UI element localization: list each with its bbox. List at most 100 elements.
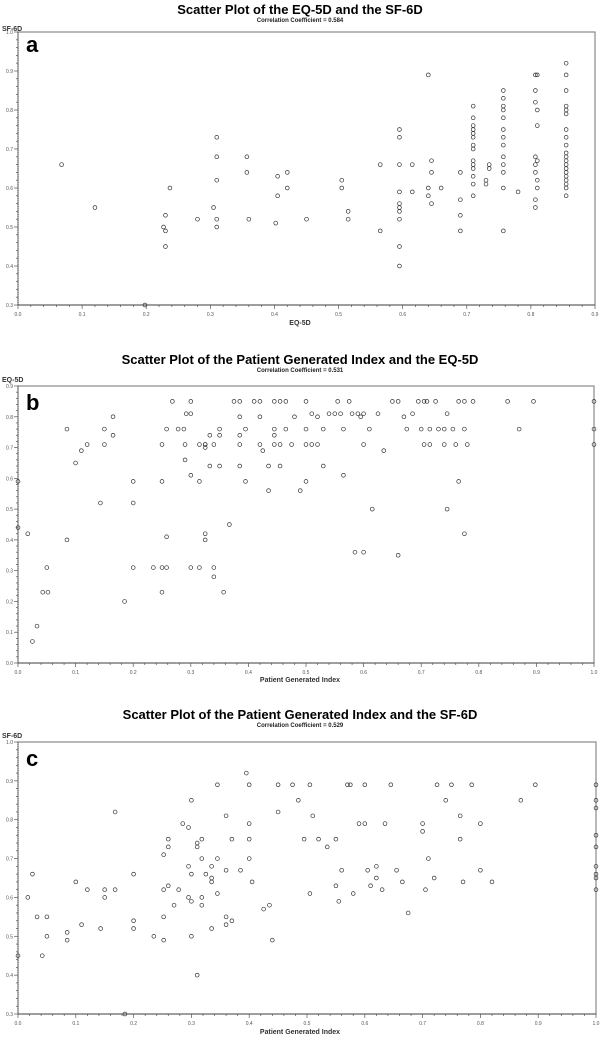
data-point (390, 399, 395, 404)
data-point (535, 72, 540, 78)
data-point (92, 205, 98, 210)
data-point (237, 463, 243, 469)
data-point (64, 537, 70, 543)
data-point (44, 934, 50, 939)
data-point (470, 174, 476, 179)
data-point (244, 770, 249, 776)
data-point (426, 72, 431, 78)
data-point (533, 88, 538, 93)
data-point (272, 432, 277, 438)
data-point (356, 821, 362, 826)
data-point (246, 216, 252, 222)
data-point (535, 177, 540, 183)
data-point (283, 426, 289, 432)
data-point (102, 442, 107, 447)
data-point (486, 166, 492, 171)
data-point (217, 432, 222, 438)
data-point (563, 142, 569, 148)
data-point (289, 442, 294, 447)
data-point (197, 479, 202, 484)
data-point (296, 798, 301, 803)
data-point (591, 442, 597, 447)
data-point (335, 399, 340, 404)
y-tick-label: 0.7 (6, 147, 13, 153)
data-point (244, 154, 250, 160)
data-point (98, 926, 103, 931)
data-point (591, 426, 597, 432)
data-point (122, 1011, 128, 1017)
x-tick-label: 0.2 (143, 312, 150, 318)
x-axis-label: Patient Generated Index (259, 1029, 341, 1036)
data-point (25, 895, 31, 900)
data-point (379, 887, 385, 892)
data-point (362, 821, 368, 826)
data-point (161, 914, 166, 920)
data-point (79, 448, 84, 453)
data-point (159, 565, 165, 570)
data-point (237, 399, 243, 404)
data-point (44, 914, 50, 920)
data-point (159, 442, 165, 447)
data-point (64, 930, 70, 935)
data-point (427, 442, 433, 447)
data-point (303, 479, 309, 484)
data-point (462, 426, 467, 432)
data-point (501, 107, 506, 113)
data-point (277, 442, 283, 447)
data-point (315, 414, 320, 420)
data-point (194, 840, 200, 846)
data-point (462, 531, 467, 536)
y-tick-label: 0.8 (6, 108, 13, 114)
data-point (214, 177, 219, 183)
data-point (427, 426, 433, 432)
data-point (223, 813, 229, 819)
x-tick-label: 0.6 (399, 312, 406, 318)
data-point (361, 549, 366, 555)
data-point (34, 914, 40, 920)
x-tick-label: 0.1 (72, 670, 79, 676)
data-point (361, 442, 366, 447)
data-point (142, 302, 148, 308)
data-point (443, 798, 448, 803)
data-point (209, 864, 214, 869)
data-point (275, 782, 281, 787)
data-point (458, 228, 463, 234)
data-point (215, 782, 220, 787)
data-point (374, 875, 379, 881)
data-point (15, 525, 21, 530)
data-point (368, 883, 373, 889)
data-point (470, 399, 476, 404)
y-tick-label: 0.9 (6, 779, 13, 785)
data-point (420, 829, 425, 834)
data-point (40, 953, 45, 958)
x-tick-label: 1.0 (593, 1021, 600, 1027)
data-point (307, 782, 313, 787)
data-point (535, 185, 540, 191)
y-tick-label: 0.5 (6, 934, 13, 940)
data-point (563, 60, 569, 66)
data-point (533, 72, 538, 78)
y-tick-label: 0.3 (6, 303, 13, 309)
data-point (397, 135, 402, 140)
data-point (332, 411, 338, 416)
data-point (202, 442, 208, 447)
x-tick-label: 0.9 (592, 312, 599, 318)
data-point (243, 479, 248, 484)
data-point (59, 162, 64, 167)
data-point (202, 537, 208, 543)
data-point (273, 220, 278, 226)
panel-letter: c (26, 746, 39, 771)
data-point (348, 782, 353, 787)
data-point (266, 488, 271, 493)
data-point (30, 639, 35, 644)
y-tick-label: 0.1 (6, 630, 13, 636)
data-point (416, 399, 421, 404)
data-point (429, 201, 434, 206)
data-point (215, 891, 220, 896)
data-point (505, 399, 510, 404)
data-point (424, 399, 430, 404)
data-point (211, 442, 217, 447)
data-point (339, 177, 345, 183)
y-tick-label: 0.8 (6, 818, 13, 824)
x-tick-label: 0.6 (361, 1021, 368, 1027)
